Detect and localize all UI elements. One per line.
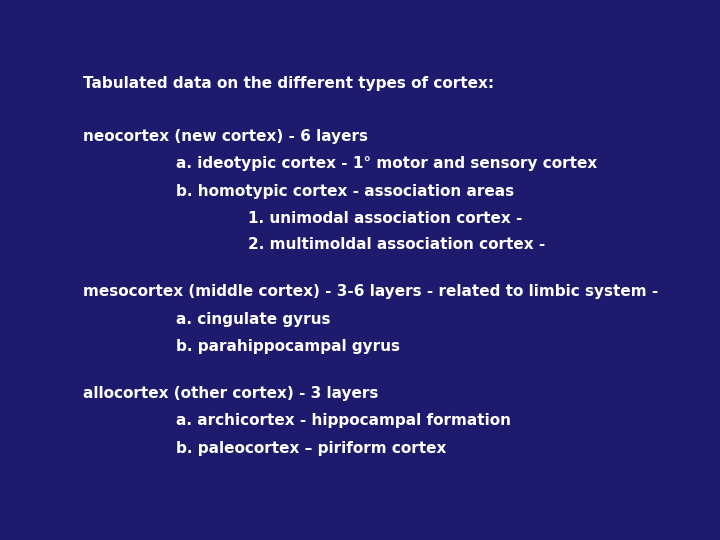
Text: b. paleocortex – piriform cortex: b. paleocortex – piriform cortex — [176, 441, 447, 456]
Text: b. homotypic cortex - association areas: b. homotypic cortex - association areas — [176, 184, 515, 199]
Text: Tabulated data on the different types of cortex:: Tabulated data on the different types of… — [83, 76, 494, 91]
Text: b. parahippocampal gyrus: b. parahippocampal gyrus — [176, 339, 400, 354]
Text: neocortex (new cortex) - 6 layers: neocortex (new cortex) - 6 layers — [83, 129, 368, 144]
Text: a. cingulate gyrus: a. cingulate gyrus — [176, 312, 331, 327]
Text: a. archicortex - hippocampal formation: a. archicortex - hippocampal formation — [176, 413, 511, 428]
Text: 1. unimodal association cortex -: 1. unimodal association cortex - — [248, 211, 523, 226]
Text: 2. multimoldal association cortex -: 2. multimoldal association cortex - — [248, 237, 546, 252]
Text: a. ideotypic cortex - 1° motor and sensory cortex: a. ideotypic cortex - 1° motor and senso… — [176, 156, 598, 171]
Text: mesocortex (middle cortex) - 3-6 layers - related to limbic system -: mesocortex (middle cortex) - 3-6 layers … — [83, 284, 658, 299]
Text: allocortex (other cortex) - 3 layers: allocortex (other cortex) - 3 layers — [83, 386, 378, 401]
